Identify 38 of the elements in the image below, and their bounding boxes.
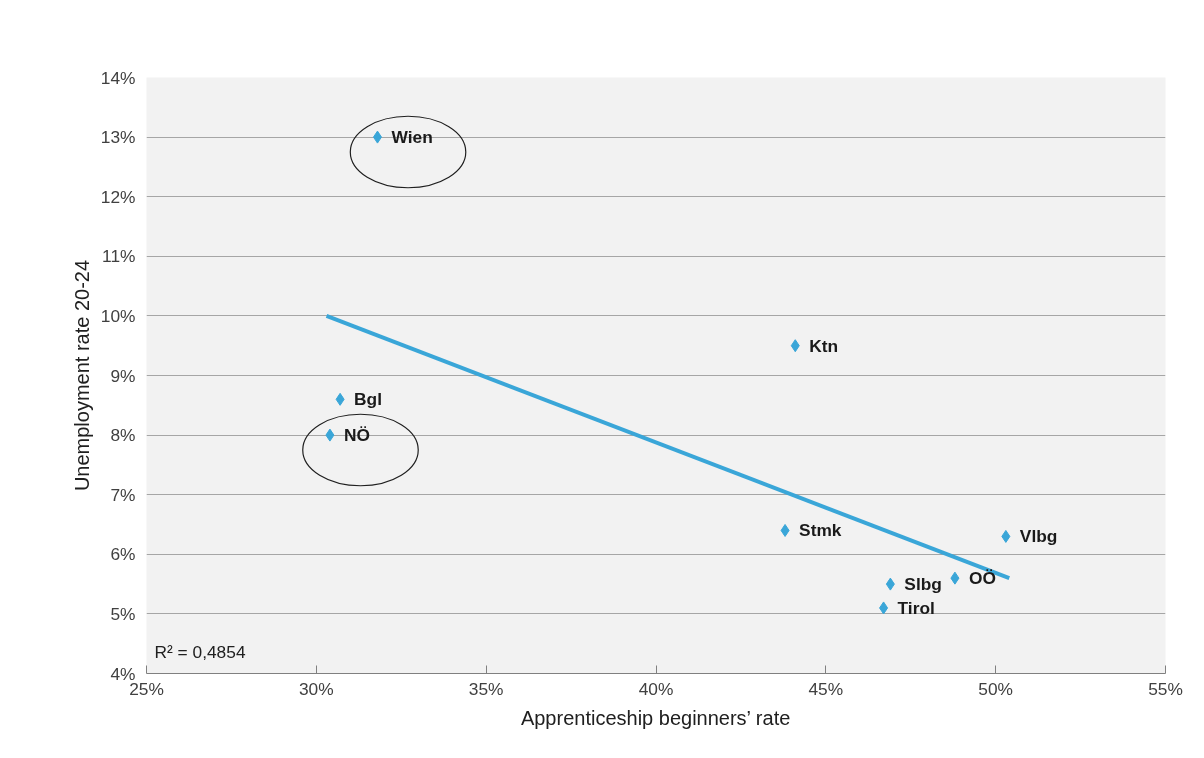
y-tick-label: 13% [100,127,136,148]
annotation: Stmk [799,520,842,541]
y-tick-label: 7% [110,484,136,505]
y-tick-label: 10% [100,305,136,326]
y-tick-label: 12% [100,186,136,207]
annotation: Slbg [904,574,942,595]
point [780,523,790,537]
x-tick-label: 45% [808,678,844,699]
y-tick-label: 8% [110,425,136,446]
annotation: Wien [391,127,433,148]
annotation: Vlbg [1019,526,1058,547]
y-tick-label: 11% [102,246,136,267]
annotation: Tirol [897,597,935,618]
point [335,392,345,406]
annotation: Bgl [354,389,383,410]
annotation: NÖ [343,425,370,446]
x-tick-label: 50% [978,678,1014,699]
x-tick-label: 35% [468,678,504,699]
x-tick-label: 40% [638,678,674,699]
point [950,571,960,585]
x-tick-label: 30% [298,678,334,699]
y-tick-label: 14% [100,67,136,88]
annotation: OÖ [968,568,996,589]
point [879,601,889,615]
y-tick-label: 6% [110,544,136,565]
point [372,130,382,144]
point [325,428,335,442]
point [1001,529,1011,543]
point [790,339,800,353]
y-axis-title: Unemployment rate 20-24 [70,259,93,492]
point [885,577,895,591]
x-tick-label: 55% [1148,678,1183,699]
y-tick-label: 4% [110,663,136,684]
y-tick-label: 5% [110,603,136,624]
annotation: Ktn [809,335,839,356]
x-axis-title: Apprenticeship beginners’ rate [520,706,791,729]
y-tick-label: 9% [110,365,136,386]
annotation: R² = 0,4854 [154,641,246,662]
